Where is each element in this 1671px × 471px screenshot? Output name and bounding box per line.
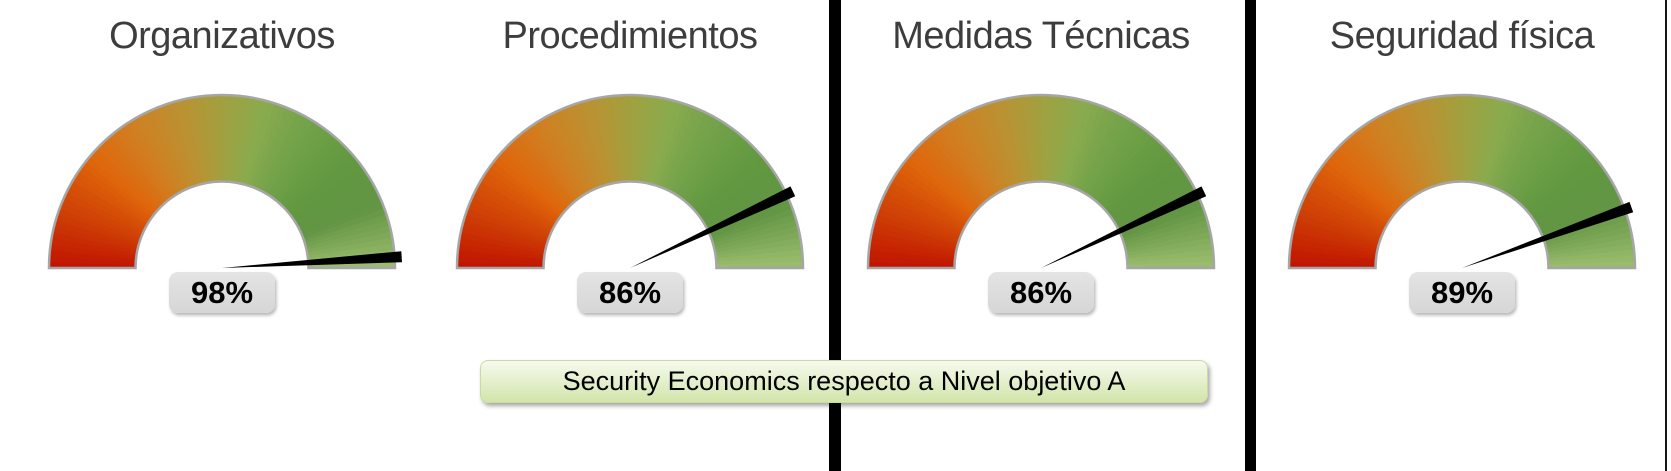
gauge-value-label: 89% bbox=[1430, 275, 1494, 310]
vertical-divider-1 bbox=[829, 0, 841, 471]
vertical-divider-2 bbox=[1245, 0, 1256, 471]
gauge-panel-medidas-tecnicas: Medidas Técnicas 86% bbox=[831, 0, 1251, 330]
gauge-needle bbox=[1041, 186, 1207, 268]
caption-text: Security Economics respecto a Nivel obje… bbox=[562, 366, 1126, 396]
gauge-value-label: 98% bbox=[190, 275, 254, 310]
gauge-title-organizativos: Organizativos bbox=[109, 15, 335, 57]
gauge-chart-organizativos bbox=[47, 93, 402, 270]
gauge-needle bbox=[630, 186, 796, 268]
gauge-chart-medidas-tecnicas bbox=[866, 93, 1216, 270]
gauge-value-label: 86% bbox=[1009, 275, 1073, 310]
gauge-needle bbox=[222, 251, 402, 268]
gauge-needle bbox=[1462, 201, 1634, 268]
gauge-value-badge-seguridad-fisica: 89% bbox=[1409, 272, 1515, 313]
gauge-title-medidas-tecnicas: Medidas Técnicas bbox=[892, 15, 1190, 57]
gauge-chart-seguridad-fisica bbox=[1287, 93, 1637, 270]
caption-banner: Security Economics respecto a Nivel obje… bbox=[480, 360, 1208, 403]
gauge-value-label: 86% bbox=[598, 275, 662, 310]
gauge-title-seguridad-fisica: Seguridad física bbox=[1329, 15, 1595, 57]
gauge-chart-procedimientos bbox=[455, 93, 805, 270]
right-edge-border bbox=[1665, 0, 1667, 471]
gauge-panel-organizativos: Organizativos 98% bbox=[12, 0, 432, 330]
gauge-value-badge-procedimientos: 86% bbox=[577, 272, 683, 313]
gauge-panel-procedimientos: Procedimientos 86% bbox=[420, 0, 840, 330]
gauge-panel-seguridad-fisica: Seguridad física 89% bbox=[1252, 0, 1671, 330]
gauge-value-badge-organizativos: 98% bbox=[169, 272, 275, 313]
gauge-value-badge-medidas-tecnicas: 86% bbox=[988, 272, 1094, 313]
gauge-title-procedimientos: Procedimientos bbox=[502, 15, 758, 57]
